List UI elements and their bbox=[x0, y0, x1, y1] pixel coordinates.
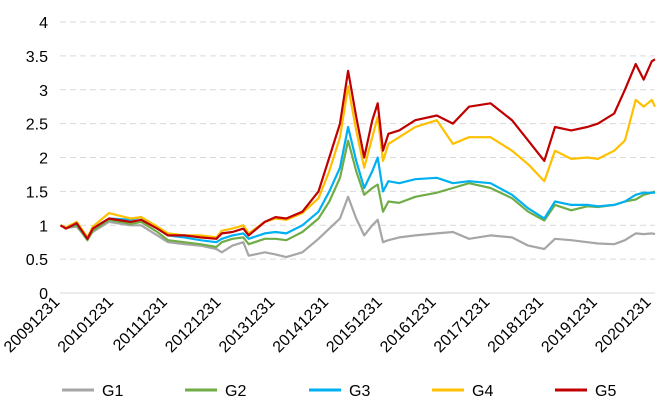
x-tick-labels: 2009123120101231201112312012123120131231… bbox=[1, 294, 655, 356]
x-tick-label: 20171231 bbox=[431, 294, 493, 356]
x-tick-label: 20181231 bbox=[485, 294, 547, 356]
x-tick-label: 20091231 bbox=[1, 294, 63, 356]
series-lines bbox=[59, 58, 656, 259]
y-tick-label: 0 bbox=[39, 286, 48, 303]
legend-label-g4: G4 bbox=[472, 383, 493, 400]
y-tick-label: 4 bbox=[39, 15, 48, 32]
y-tick-label: 0.5 bbox=[26, 252, 48, 269]
series-line-g1 bbox=[60, 195, 656, 259]
x-tick-label: 20121231 bbox=[162, 294, 224, 356]
y-tick-label: 1.5 bbox=[26, 184, 48, 201]
legend-label-g2: G2 bbox=[225, 383, 246, 400]
x-tick-label: 20191231 bbox=[538, 294, 600, 356]
y-tick-label: 2 bbox=[39, 151, 48, 168]
series-line-g4 bbox=[60, 85, 656, 239]
series-line-g2 bbox=[60, 139, 656, 248]
legend-label-g1: G1 bbox=[102, 383, 123, 400]
y-tick-labels: 0 0.5 1 1.5 2 2.5 3 3.5 4 bbox=[26, 15, 48, 303]
y-tick-label: 1 bbox=[39, 218, 48, 235]
legend-label-g3: G3 bbox=[349, 383, 370, 400]
x-tick-label: 20101231 bbox=[55, 294, 117, 356]
y-tick-label: 3.5 bbox=[26, 49, 48, 66]
y-tick-label: 2.5 bbox=[26, 117, 48, 134]
grid-lines bbox=[60, 21, 655, 260]
x-tick-label: 20131231 bbox=[216, 294, 278, 356]
x-tick-label: 20151231 bbox=[324, 294, 386, 356]
y-tick-label: 3 bbox=[39, 83, 48, 100]
series-line-g5 bbox=[59, 58, 656, 240]
legend-label-g5: G5 bbox=[595, 383, 616, 400]
x-tick-label: 20141231 bbox=[270, 294, 332, 356]
legend: G1 G2 G3 G4 G5 bbox=[62, 383, 616, 400]
x-tick-label: 20201231 bbox=[592, 294, 654, 356]
x-tick-label: 20161231 bbox=[377, 294, 439, 356]
x-tick-label: 20111231 bbox=[110, 294, 171, 355]
